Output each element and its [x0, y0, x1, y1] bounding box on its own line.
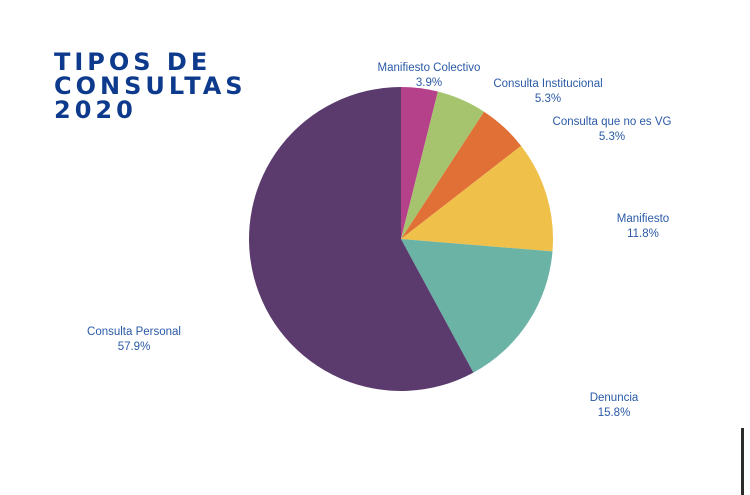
pie-slice-manifiesto-colectivo [401, 87, 438, 239]
slice-label-name: Consulta Institucional [493, 78, 603, 90]
slice-label-consulta-que-no-es-vg: Consulta que no es VG 5.3% [553, 115, 672, 145]
slice-label-percent: 15.8% [597, 407, 631, 419]
slice-label-consulta-personal: Consulta Personal 57.9% [87, 325, 181, 355]
pie-slice-denuncia [401, 239, 553, 373]
title-line-1: TIPOS DE [54, 48, 212, 76]
slice-label-percent: 5.3% [598, 131, 626, 143]
slice-label-percent: 5.3% [534, 93, 562, 105]
title-line-3: 2020 [54, 96, 137, 124]
slice-label-name: Denuncia [589, 392, 639, 404]
title-line-2: CONSULTAS [54, 72, 247, 100]
slice-label-name: Consulta Personal [87, 326, 181, 338]
slice-label-denuncia: Denuncia 15.8% [590, 391, 639, 421]
slice-label-manifiesto: Manifiesto 11.8% [617, 212, 669, 242]
pie-slice-manifiesto [401, 145, 553, 252]
slice-label-manifiesto-colectivo: Manifiesto Colectivo 3.9% [378, 61, 481, 91]
slice-label-percent: 57.9% [117, 341, 151, 353]
pie-slice-consulta-personal [249, 87, 474, 391]
slice-label-percent: 11.8% [627, 228, 659, 240]
pie-slice-consulta-institucional [401, 91, 485, 239]
slice-label-name: Consulta que no es VG [552, 116, 672, 128]
chart-title: TIPOS DE CONSULTAS 2020 [54, 50, 247, 122]
slice-label-consulta-institucional: Consulta Institucional 5.3% [493, 77, 602, 107]
slice-label-name: Manifiesto Colectivo [377, 62, 481, 74]
slice-label-percent: 3.9% [415, 77, 443, 89]
slice-label-name: Manifiesto [616, 213, 670, 225]
window-edge-bar [741, 428, 744, 495]
pie-slice-consulta-que-no-es-vg [401, 111, 522, 239]
